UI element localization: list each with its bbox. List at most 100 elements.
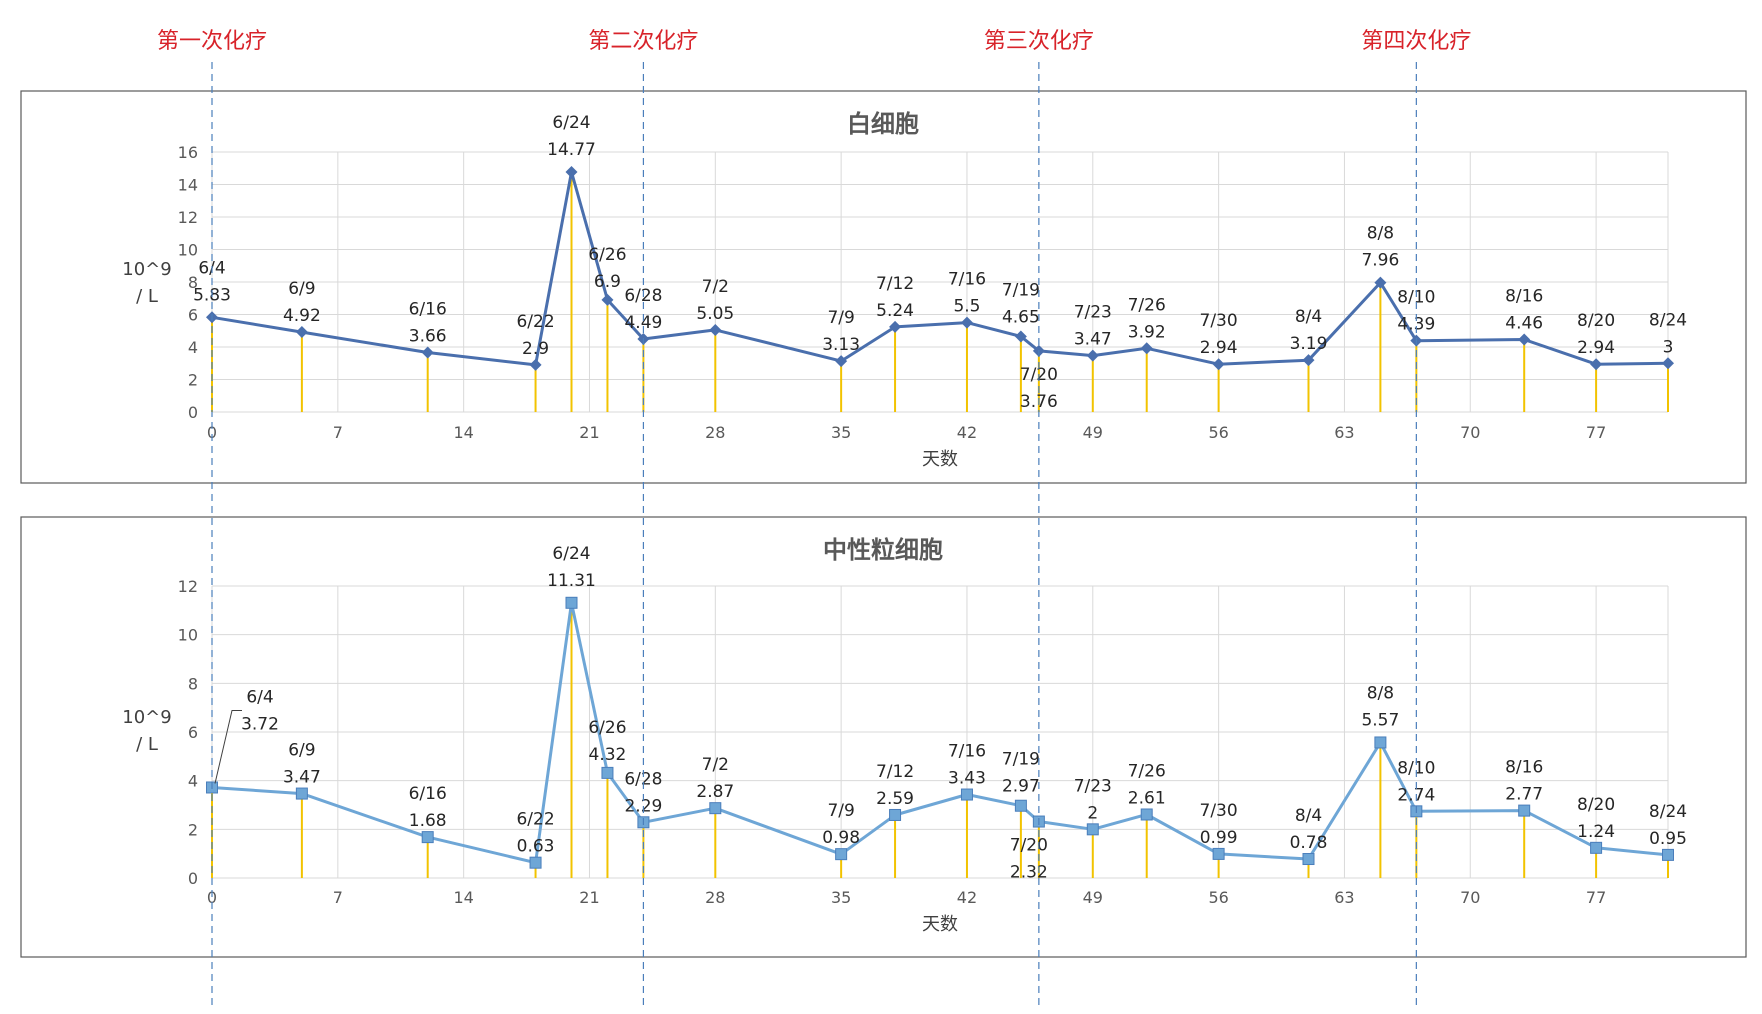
x-tick-label: 49 (1083, 423, 1103, 442)
series-line (211, 170, 1669, 367)
data-label-value: 2.97 (1002, 777, 1040, 797)
data-label-value: 3.13 (822, 335, 860, 355)
y-tick-label: 8 (188, 674, 198, 693)
x-tick-label: 56 (1208, 888, 1228, 907)
data-label-date: 8/20 (1577, 795, 1615, 815)
data-label-value: 3.66 (409, 327, 447, 347)
data-label-date: 6/9 (288, 279, 315, 299)
data-label-value: 3.19 (1290, 334, 1328, 354)
data-point-marker (565, 596, 578, 609)
data-label-value: 2.61 (1128, 788, 1166, 808)
data-point-marker (1590, 358, 1603, 371)
data-point-marker (1212, 847, 1225, 860)
chemo-cycle-label: 第四次化疗 (1361, 29, 1471, 54)
y-axis-title: 10^9 (122, 707, 171, 728)
data-label-date: 7/2 (702, 755, 729, 775)
data-label-date: 6/26 (588, 718, 626, 738)
data-point-marker (835, 355, 848, 368)
x-tick-label: 7 (333, 888, 343, 907)
data-label-date: 6/28 (624, 769, 662, 789)
x-tick-label: 56 (1208, 423, 1228, 442)
data-point-marker (1518, 333, 1531, 346)
x-tick-label: 70 (1460, 888, 1480, 907)
data-label-value: 3.72 (241, 714, 279, 734)
data-point-marker (1662, 848, 1674, 861)
data-label-value: 1.68 (409, 811, 447, 831)
data-point-marker (529, 856, 542, 869)
x-tick-label: 63 (1334, 423, 1354, 442)
data-point-marker (421, 346, 434, 359)
data-point-marker (1518, 804, 1531, 817)
data-point-marker (709, 323, 722, 336)
y-tick-label: 4 (188, 338, 198, 357)
data-label-date: 7/9 (827, 308, 854, 328)
y-axis-title: 10^9 (122, 259, 171, 280)
data-point-marker (601, 293, 614, 306)
y-tick-label: 10 (178, 626, 198, 645)
data-label-value: 3 (1663, 337, 1674, 357)
data-label-value: 7.96 (1361, 251, 1399, 271)
y-tick-label: 8 (188, 273, 198, 292)
data-point-marker (1302, 853, 1315, 866)
data-label-date: 7/16 (948, 742, 986, 762)
data-point-marker (1140, 808, 1153, 821)
x-tick-label: 70 (1460, 423, 1480, 442)
data-label-value: 4.92 (283, 306, 321, 326)
data-label-date: 8/4 (1295, 307, 1322, 327)
x-tick-label: 21 (579, 888, 599, 907)
y-tick-label: 14 (178, 176, 198, 195)
data-label-value: 3.47 (1074, 330, 1112, 350)
x-axis-title: 天数 (922, 449, 958, 470)
data-label-date: 8/24 (1649, 802, 1687, 822)
data-label-date: 7/26 (1128, 295, 1166, 315)
data-label-date: 7/16 (948, 270, 986, 290)
data-label-value: 0.98 (822, 828, 860, 848)
data-point-marker (1014, 330, 1027, 343)
data-label-date: 7/20 (1010, 836, 1048, 856)
data-label-date: 6/16 (409, 784, 447, 804)
data-label-value: 4.65 (1002, 307, 1040, 327)
x-tick-label: 63 (1334, 888, 1354, 907)
data-label-date: 7/9 (827, 801, 854, 821)
data-label-value: 0.95 (1649, 829, 1687, 849)
data-label-date: 8/8 (1367, 683, 1394, 703)
data-label-value: 2.87 (696, 782, 734, 802)
x-tick-label: 28 (705, 423, 725, 442)
data-label-date: 8/8 (1367, 224, 1394, 244)
x-tick-label: 35 (831, 888, 851, 907)
chart-frame (20, 516, 1747, 958)
data-label-value: 2.32 (1010, 863, 1048, 883)
data-point-marker (295, 787, 308, 800)
y-tick-label: 6 (188, 723, 198, 742)
data-label-value: 2.59 (876, 789, 914, 809)
data-label-date: 8/16 (1505, 287, 1543, 307)
data-label-date: 7/19 (1002, 750, 1040, 770)
x-tick-label: 14 (453, 888, 473, 907)
y-tick-label: 0 (188, 403, 198, 422)
data-label-date: 7/30 (1200, 801, 1238, 821)
y-tick-label: 16 (178, 143, 198, 162)
chart-title: 中性粒细胞 (823, 536, 943, 564)
data-point-marker (1140, 342, 1153, 355)
data-label-date: 7/12 (876, 762, 914, 782)
data-label-value: 5.57 (1361, 710, 1399, 730)
data-label-date: 8/24 (1649, 310, 1687, 330)
chemo-cycle-label: 第二次化疗 (588, 29, 698, 54)
data-label-value: 5.5 (953, 297, 980, 317)
data-label-date: 8/10 (1397, 758, 1435, 778)
data-label-value: 4.46 (1505, 314, 1543, 334)
y-tick-label: 6 (188, 306, 198, 325)
x-tick-label: 0 (207, 888, 217, 907)
data-label-value: 2.77 (1505, 785, 1543, 805)
x-tick-label: 28 (705, 888, 725, 907)
data-point-marker (1086, 823, 1099, 836)
data-point-marker (601, 766, 614, 779)
data-label-value: 2.94 (1577, 338, 1615, 358)
y-tick-label: 0 (188, 869, 198, 888)
x-tick-label: 49 (1083, 888, 1103, 907)
data-label-date: 8/10 (1397, 288, 1435, 308)
data-label-value: 1.24 (1577, 822, 1615, 842)
data-label-date: 7/23 (1074, 303, 1112, 323)
data-point-marker (1374, 276, 1387, 289)
x-tick-label: 0 (207, 423, 217, 442)
